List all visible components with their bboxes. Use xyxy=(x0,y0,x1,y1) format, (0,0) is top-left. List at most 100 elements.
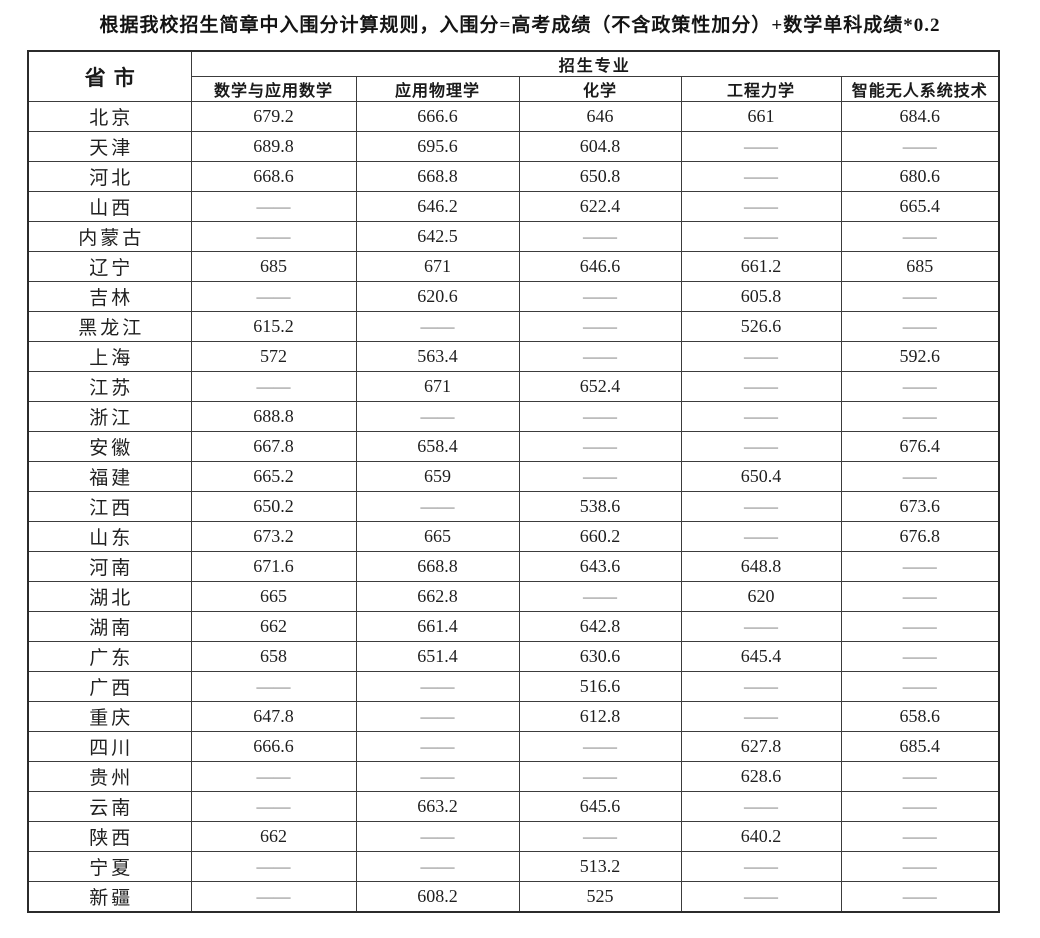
page-title: 根据我校招生简章中入围分计算规则，入围分=高考成绩（不含政策性加分）+数学单科成… xyxy=(99,15,941,36)
score-cell: —— xyxy=(680,851,842,882)
score-cell: —— xyxy=(680,161,842,192)
province-cell: 宁夏 xyxy=(27,851,192,882)
score-cell: 640.2 xyxy=(680,821,842,852)
province-cell: 江西 xyxy=(27,491,192,522)
score-cell: —— xyxy=(355,671,520,702)
score-cell: 673.2 xyxy=(190,521,357,552)
province-cell: 河北 xyxy=(27,161,192,192)
score-cell: 646.6 xyxy=(518,251,682,282)
score-cell: 592.6 xyxy=(840,341,1000,372)
table-row: 江西 650.2 —— 538.6 —— 673.6 xyxy=(27,491,1000,522)
table-row: 贵州 —— —— —— 628.6 —— xyxy=(27,761,1000,792)
score-cell: —— xyxy=(355,401,520,432)
score-cell: —— xyxy=(840,611,1000,642)
table-row: 山西 —— 646.2 622.4 —— 665.4 xyxy=(27,191,1000,222)
table-row: 广西 —— —— 516.6 —— —— xyxy=(27,671,1000,702)
score-cell: —— xyxy=(190,881,357,913)
score-cell: 650.4 xyxy=(680,461,842,492)
score-cell: —— xyxy=(680,791,842,822)
score-cell: 652.4 xyxy=(518,371,682,402)
score-cell: —— xyxy=(355,821,520,852)
score-cell: 605.8 xyxy=(680,281,842,312)
score-cell: 643.6 xyxy=(518,551,682,582)
score-cell: —— xyxy=(840,671,1000,702)
score-cell: —— xyxy=(680,131,842,162)
score-cell: 661.4 xyxy=(355,611,520,642)
table-row: 黑龙江 615.2 —— —— 526.6 —— xyxy=(27,311,1000,342)
column-header-mechanics: 工程力学 xyxy=(680,76,842,102)
province-cell: 重庆 xyxy=(27,701,192,732)
column-header-chemistry: 化学 xyxy=(518,76,682,102)
score-cell: 620 xyxy=(680,581,842,612)
table-row: 内蒙古 —— 642.5 —— —— —— xyxy=(27,221,1000,252)
score-cell: —— xyxy=(680,701,842,732)
score-cell: 688.8 xyxy=(190,401,357,432)
score-cell: —— xyxy=(518,281,682,312)
score-cell: 695.6 xyxy=(355,131,520,162)
score-cell: 604.8 xyxy=(518,131,682,162)
score-cell: —— xyxy=(518,401,682,432)
table-row: 湖南 662 661.4 642.8 —— —— xyxy=(27,611,1000,642)
province-cell: 山东 xyxy=(27,521,192,552)
table-row: 上海 572 563.4 —— —— 592.6 xyxy=(27,341,1000,372)
score-cell: 646 xyxy=(518,101,682,132)
score-cell: —— xyxy=(840,821,1000,852)
header-row-majors: 数学与应用数学 应用物理学 化学 工程力学 智能无人系统技术 xyxy=(28,76,1000,102)
score-cell: 662.8 xyxy=(355,581,520,612)
score-cell: 572 xyxy=(190,341,357,372)
score-cell: 658.4 xyxy=(355,431,520,462)
score-cell: —— xyxy=(190,221,357,252)
score-cell: 685 xyxy=(840,251,1000,282)
table-row: 北京 679.2 666.6 646 661 684.6 xyxy=(27,101,1000,132)
score-cell: 525 xyxy=(518,881,682,913)
province-cell: 云南 xyxy=(27,791,192,822)
score-cell: —— xyxy=(518,761,682,792)
province-cell: 黑龙江 xyxy=(27,311,192,342)
score-cell: 650.8 xyxy=(518,161,682,192)
table-row: 山东 673.2 665 660.2 —— 676.8 xyxy=(27,521,1000,552)
score-cell: —— xyxy=(518,221,682,252)
admission-score-table: 省市 招生专业 数学与应用数学 应用物理学 化学 工程力学 智能无人系统技术 北… xyxy=(27,50,1000,913)
province-cell: 江苏 xyxy=(27,371,192,402)
score-cell: 612.8 xyxy=(518,701,682,732)
score-cell: 663.2 xyxy=(355,791,520,822)
province-cell: 湖北 xyxy=(27,581,192,612)
score-cell: 516.6 xyxy=(518,671,682,702)
score-cell: —— xyxy=(355,311,520,342)
score-cell: —— xyxy=(840,851,1000,882)
score-cell: 658 xyxy=(190,641,357,672)
score-cell: —— xyxy=(840,371,1000,402)
province-cell: 福建 xyxy=(27,461,192,492)
score-cell: —— xyxy=(190,791,357,822)
table-row: 河北 668.6 668.8 650.8 —— 680.6 xyxy=(27,161,1000,192)
score-cell: —— xyxy=(190,371,357,402)
score-cell: 667.8 xyxy=(190,431,357,462)
score-cell: —— xyxy=(355,851,520,882)
column-header-physics: 应用物理学 xyxy=(355,76,520,102)
score-cell: —— xyxy=(680,431,842,462)
score-cell: —— xyxy=(840,461,1000,492)
table-row: 浙江 688.8 —— —— —— —— xyxy=(27,401,1000,432)
score-cell: 671.6 xyxy=(190,551,357,582)
province-cell: 山西 xyxy=(27,191,192,222)
score-cell: —— xyxy=(840,791,1000,822)
score-cell: —— xyxy=(518,821,682,852)
score-cell: 646.2 xyxy=(355,191,520,222)
score-cell: 668.6 xyxy=(190,161,357,192)
score-cell: —— xyxy=(680,491,842,522)
province-cell: 吉林 xyxy=(27,281,192,312)
score-cell: —— xyxy=(518,731,682,762)
score-cell: —— xyxy=(840,221,1000,252)
score-cell: 668.8 xyxy=(355,161,520,192)
score-cell: —— xyxy=(190,281,357,312)
score-cell: 661 xyxy=(680,101,842,132)
score-cell: 665.2 xyxy=(190,461,357,492)
score-cell: —— xyxy=(840,881,1000,913)
table-row: 江苏 —— 671 652.4 —— —— xyxy=(27,371,1000,402)
score-cell: —— xyxy=(680,221,842,252)
score-cell: 665.4 xyxy=(840,191,1000,222)
score-cell: 608.2 xyxy=(355,881,520,913)
score-cell: 622.4 xyxy=(518,191,682,222)
score-cell: 662 xyxy=(190,821,357,852)
